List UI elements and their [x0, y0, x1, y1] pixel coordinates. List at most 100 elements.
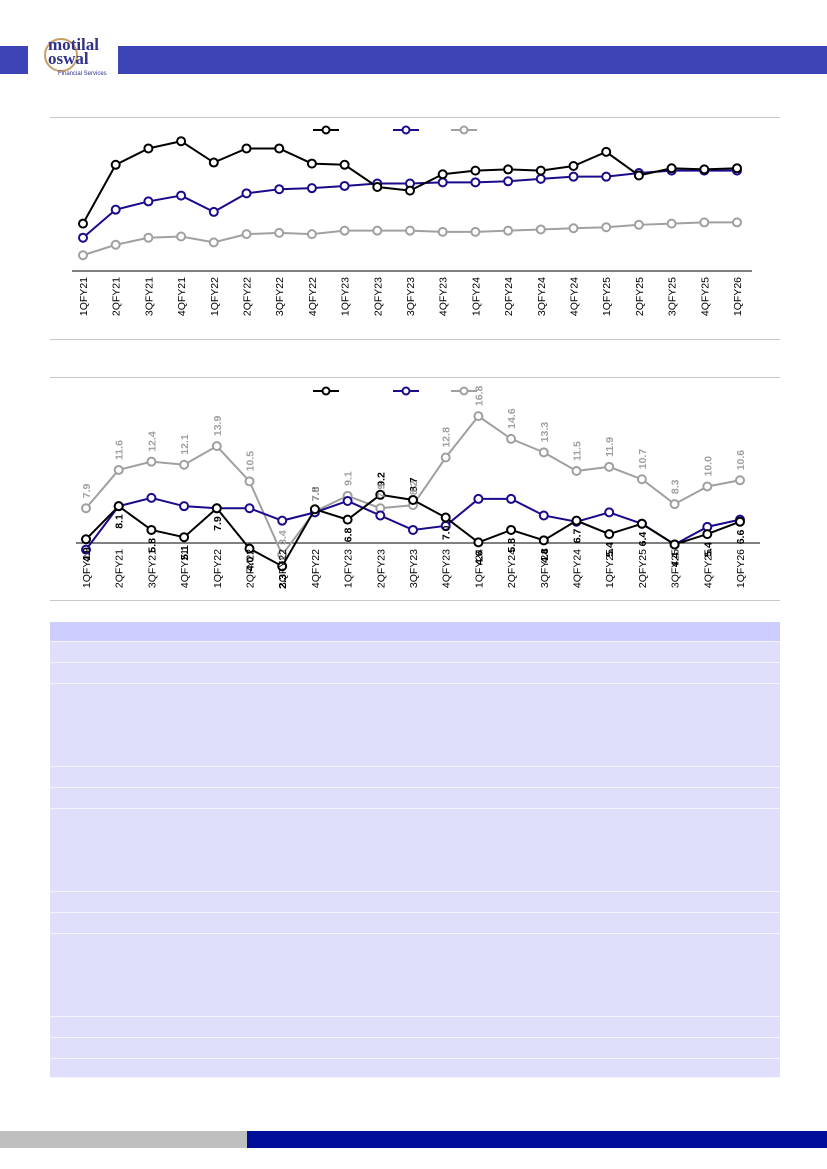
series-2-point [535, 173, 546, 184]
series-3-point [633, 219, 644, 230]
series-2-point [506, 493, 517, 504]
series-1-point [604, 529, 615, 540]
series-3-point [277, 549, 288, 560]
series-1-point [571, 515, 582, 526]
series-3-point [535, 224, 546, 235]
x-tick-label: 2QFY21 [111, 277, 123, 316]
x-tick-label: 4QFY21 [176, 277, 188, 316]
data-label: 10.6 [735, 450, 747, 471]
chart-2: 4.9 8.1 5.8 5.1 7.9 4.0 2.3 7.8 6.8 9.2 8.7 7.0 4.6 5… [50, 378, 780, 600]
logo-ring [44, 38, 78, 72]
series-1-point [702, 529, 713, 540]
series-2-point [437, 177, 448, 188]
series-1-point [538, 535, 549, 546]
x-tick-label: 3QFY25 [670, 549, 682, 588]
series-1-point [309, 504, 320, 515]
series-3-point [440, 452, 451, 463]
series-1-point [81, 534, 91, 545]
data-table [50, 622, 780, 1078]
x-tick-label: 3QFY24 [536, 277, 548, 316]
x-tick-label: 3QFY21 [146, 549, 158, 588]
x-tick-label: 2QFY24 [506, 549, 518, 588]
series-3-point [211, 441, 222, 452]
table-row [50, 788, 780, 809]
series-2-point [81, 544, 91, 555]
table-row [50, 934, 780, 1017]
series-3-point [601, 222, 612, 233]
series-3-point [113, 464, 124, 475]
x-tick-label: 3QFY23 [408, 549, 420, 588]
x-tick-label: 2QFY25 [637, 549, 649, 588]
footer-grey-bar [0, 1131, 247, 1148]
legend-marker-2 [393, 125, 419, 135]
series-2-point [375, 510, 386, 521]
x-tick-label: 3QFY23 [405, 277, 417, 316]
data-label: 6.6 [735, 530, 747, 545]
series-2-point [601, 171, 612, 182]
series-3-point [78, 250, 88, 261]
series-1-point [146, 524, 157, 535]
series-2-point [274, 184, 285, 195]
data-label: 9.2 [375, 472, 387, 487]
data-label: 5.4 [604, 542, 616, 557]
data-label: 5.1 [179, 545, 191, 560]
legend-dot [459, 125, 469, 135]
series-2-point [538, 510, 549, 521]
series-1-point [470, 165, 481, 176]
table-header-row [50, 622, 780, 642]
series-2-point [110, 204, 121, 215]
data-label: 7.9 [81, 483, 93, 498]
footer-blue-bar [247, 1131, 827, 1148]
series-1-point [113, 501, 124, 512]
data-label: 7.8 [310, 487, 322, 502]
series-2-point [568, 171, 579, 182]
data-label: 11.5 [572, 441, 584, 461]
x-tick-label: 1QFY25 [601, 277, 613, 316]
series-1-point [506, 524, 517, 535]
x-tick-label: 4QFY24 [569, 277, 581, 316]
x-tick-label: 3QFY25 [667, 277, 679, 316]
data-label: 7.0 [441, 525, 453, 540]
series-2-point [470, 177, 481, 188]
data-label: 16.8 [473, 386, 485, 407]
series-3-point [146, 456, 157, 467]
x-tick-label: 4QFY22 [310, 549, 322, 588]
header-left-block [0, 46, 28, 74]
x-tick-label: 2QFY22 [242, 277, 254, 316]
table-row [50, 892, 780, 913]
data-label: 7.9 [375, 483, 387, 498]
x-tick-label: 4QFY22 [307, 277, 319, 316]
x-tick-label: 1QFY23 [340, 277, 352, 316]
x-tick-label: 1QFY23 [343, 549, 355, 588]
logo-wordmark: motilal oswal [48, 36, 99, 67]
series-3-point [568, 223, 579, 234]
series-1-point [568, 160, 579, 171]
x-tick-label: 2QFY25 [634, 277, 646, 316]
table-row [50, 663, 780, 684]
data-label: 2.3 [277, 574, 289, 589]
data-label: 4.8 [539, 548, 551, 563]
series-1-point [277, 561, 288, 572]
table-row [50, 1038, 780, 1059]
x-tick-label: 4QFY25 [699, 277, 711, 316]
series-3-point [538, 447, 549, 458]
legend-dot [401, 125, 411, 135]
data-label: 6.8 [343, 527, 355, 542]
series-1-point [110, 159, 121, 170]
series-1-point [176, 136, 187, 147]
series-3-point [81, 503, 91, 514]
x-tick-label: 2QFY23 [375, 549, 387, 588]
series-1-point [732, 163, 742, 174]
data-label: 8.2 [408, 480, 420, 495]
series-2-point [473, 493, 484, 504]
legend-dot [401, 386, 411, 396]
series-2-point [146, 492, 157, 503]
series-2-point [604, 507, 615, 518]
series-3-point [176, 231, 187, 242]
series-3-point [208, 237, 219, 248]
series-2-point [339, 180, 350, 191]
series-1-point [342, 514, 353, 525]
logo-subtitle: Financial Services [58, 71, 107, 77]
table-row [50, 684, 780, 767]
data-label: 8.3 [670, 479, 682, 494]
